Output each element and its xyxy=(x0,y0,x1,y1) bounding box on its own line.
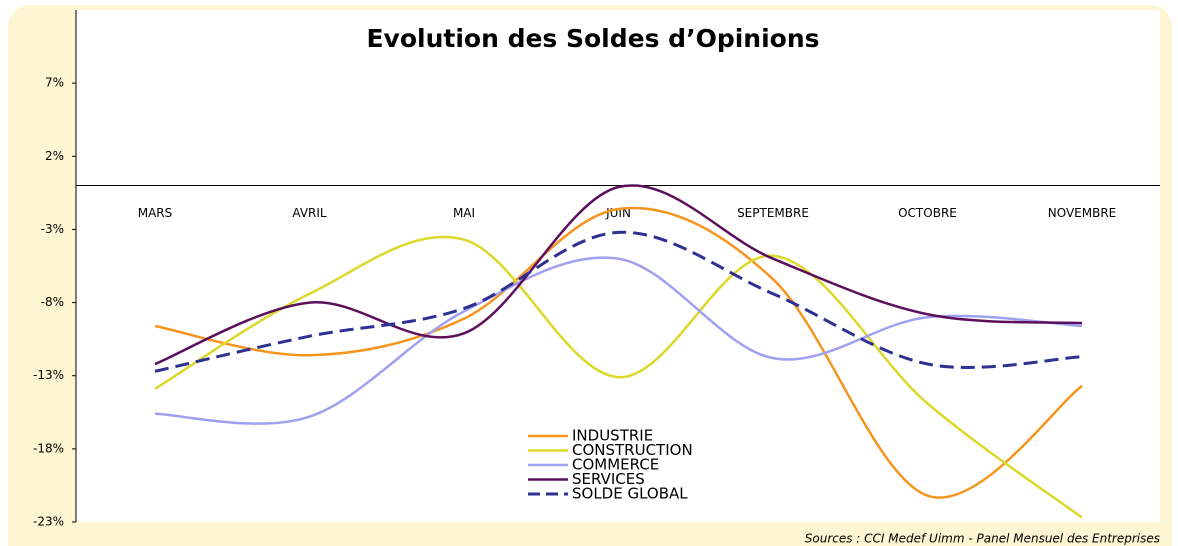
legend-label: SERVICES xyxy=(572,470,645,488)
legend-label: SOLDE GLOBAL xyxy=(572,485,688,503)
y-tick-label: -8% xyxy=(41,295,64,309)
plot-area xyxy=(76,10,1160,522)
series-line xyxy=(154,256,1083,425)
legend-label: CONSTRUCTION xyxy=(572,441,693,459)
y-tick-label: -13% xyxy=(33,368,64,382)
source-note: Sources : CCI Medef Uimm - Panel Mensuel… xyxy=(805,532,1160,546)
legend-label: INDUSTRIE xyxy=(572,427,653,445)
x-tick-label: MARS xyxy=(138,206,173,220)
chart-title: Evolution des Soldes d’Opinions xyxy=(366,24,819,53)
legend-label: COMMERCE xyxy=(572,456,659,474)
y-tick-label: -23% xyxy=(33,515,64,529)
x-tick-label: NOVEMBRE xyxy=(1048,206,1117,220)
y-tick-label: -18% xyxy=(33,441,64,455)
y-tick-label: -3% xyxy=(41,222,64,236)
series-line xyxy=(154,206,1083,499)
x-tick-label: OCTOBRE xyxy=(898,206,957,220)
series-line xyxy=(154,235,1083,519)
y-tick-label: 2% xyxy=(45,149,64,163)
series-line xyxy=(154,230,1083,373)
x-tick-label: SEPTEMBRE xyxy=(737,206,809,220)
x-tick-label: MAI xyxy=(453,206,475,220)
y-tick-label: 7% xyxy=(45,76,64,90)
x-tick-label: AVRIL xyxy=(292,206,327,220)
series-line xyxy=(154,184,1083,366)
